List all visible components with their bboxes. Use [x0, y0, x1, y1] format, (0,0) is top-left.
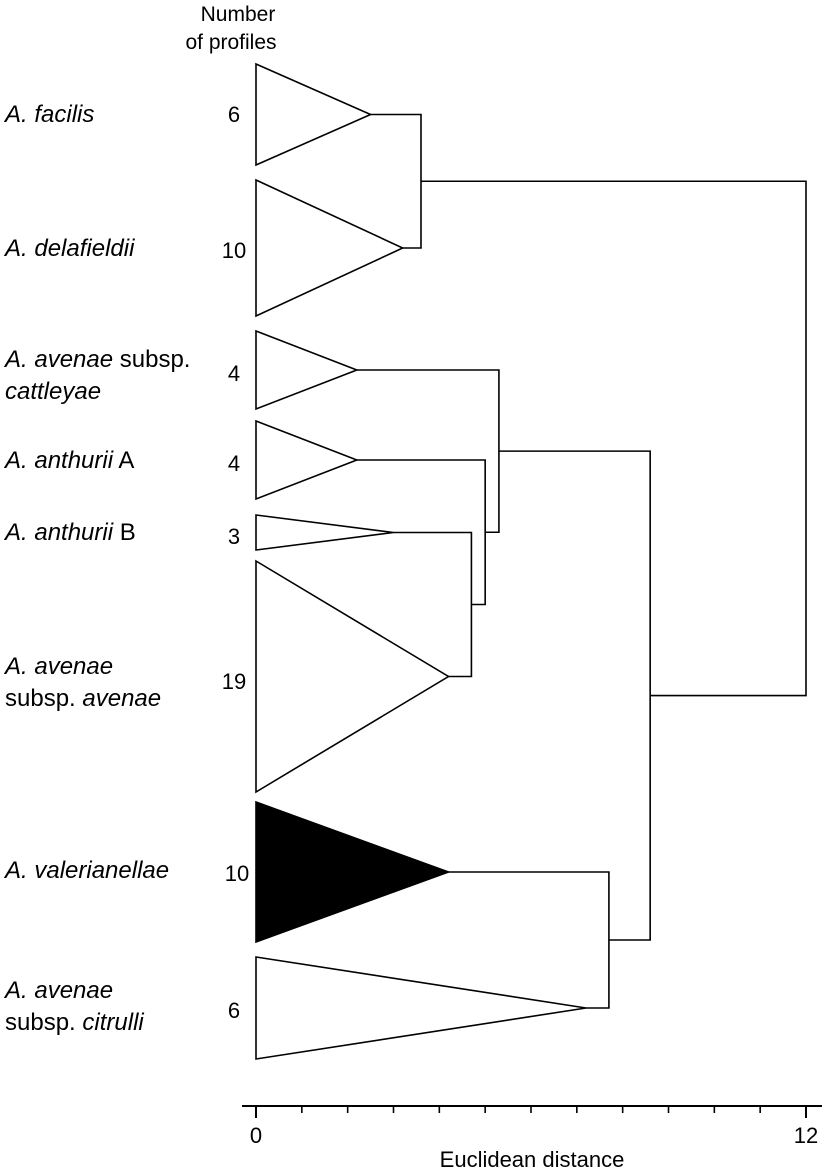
taxon-label-segment: A. anthurii — [3, 447, 114, 474]
taxon-label-avenae-avenae: A. avenae subsp. avenae — [3, 653, 161, 712]
axis-title: Euclidean distance — [440, 1147, 625, 1171]
branch-n4 — [356, 369, 500, 534]
header-line2: of profiles — [185, 31, 276, 54]
cluster-triangles — [255, 62, 587, 1060]
branch-n1 — [370, 113, 422, 249]
taxon-label-citrulli: A. avenae subsp. citrulli — [3, 977, 144, 1036]
branch-n5 — [448, 871, 610, 1009]
taxon-label-facilis: A. facilis — [3, 101, 94, 128]
profile-count-anthurii-a: 4 — [228, 451, 240, 476]
taxon-label-anthurii-b: A. anthurii B — [3, 519, 136, 546]
profile-count-anthurii-b: 3 — [228, 524, 240, 549]
taxon-label-delafieldii: A. delafieldii — [3, 235, 135, 262]
tick-label-max: 12 — [794, 1123, 818, 1148]
tree-branches — [356, 113, 807, 1009]
taxon-label-cattleyae: A. avenae subsp. cattleyae — [3, 346, 190, 405]
branch-n6 — [498, 450, 651, 941]
profile-count-avenae-avenae: 19 — [222, 669, 246, 694]
cluster-triangle-citrulli — [255, 956, 587, 1060]
taxon-label-segment: A. avenae — [3, 977, 113, 1004]
column-header: Number of profiles — [185, 3, 276, 54]
taxon-label-segment: B — [113, 519, 136, 546]
cluster-triangle-avenae-avenae — [255, 559, 451, 794]
taxon-labels: A. facilis A. delafieldii A. avenae subsp.… — [3, 101, 190, 1036]
taxon-label-segment: subsp. — [5, 1009, 82, 1036]
taxon-label-segment: subsp. — [113, 346, 190, 373]
taxon-label-segment: citrulli — [82, 1009, 144, 1036]
profile-count-cattleyae: 4 — [228, 361, 240, 386]
axis-ticks — [255, 1106, 807, 1118]
taxon-label-segment: avenae — [82, 685, 161, 712]
taxon-label-segment: A. avenae — [3, 346, 113, 373]
profile-count-delafieldii: 10 — [222, 238, 246, 263]
taxon-label-segment: A. delafieldii — [3, 235, 135, 262]
taxon-label-segment: subsp. — [5, 685, 82, 712]
taxon-label-segment: A. avenae — [3, 653, 113, 680]
cluster-triangle-delafieldii — [255, 178, 405, 318]
taxon-label-segment: A. anthurii — [3, 519, 114, 546]
cluster-triangle-anthurii-b — [255, 514, 394, 551]
profile-counts: 6 10 4 4 3 19 10 6 — [222, 102, 249, 1023]
taxon-label-segment: A. facilis — [3, 101, 94, 128]
header-line1: Number — [201, 3, 276, 26]
taxon-label-segment: A. valerianellae — [3, 857, 169, 884]
profile-count-citrulli: 6 — [228, 998, 240, 1023]
taxon-label-segment: A — [113, 447, 134, 474]
profile-count-valerianellae: 10 — [225, 861, 249, 886]
cluster-triangle-facilis — [255, 62, 373, 167]
profile-count-facilis: 6 — [228, 102, 240, 127]
tick-label-min: 0 — [250, 1123, 262, 1148]
branch-root — [421, 180, 807, 697]
taxon-label-valerianellae: A. valerianellae — [3, 857, 169, 884]
taxon-label-segment: cattleyae — [5, 378, 101, 405]
taxon-label-anthurii-a: A. anthurii A — [3, 447, 134, 474]
cluster-triangle-valerianellae — [255, 800, 451, 944]
cluster-triangle-anthurii-a — [255, 419, 360, 501]
cluster-triangle-cattleyae — [255, 329, 360, 411]
distance-axis: 0 12 Euclidean distance — [242, 1105, 822, 1171]
